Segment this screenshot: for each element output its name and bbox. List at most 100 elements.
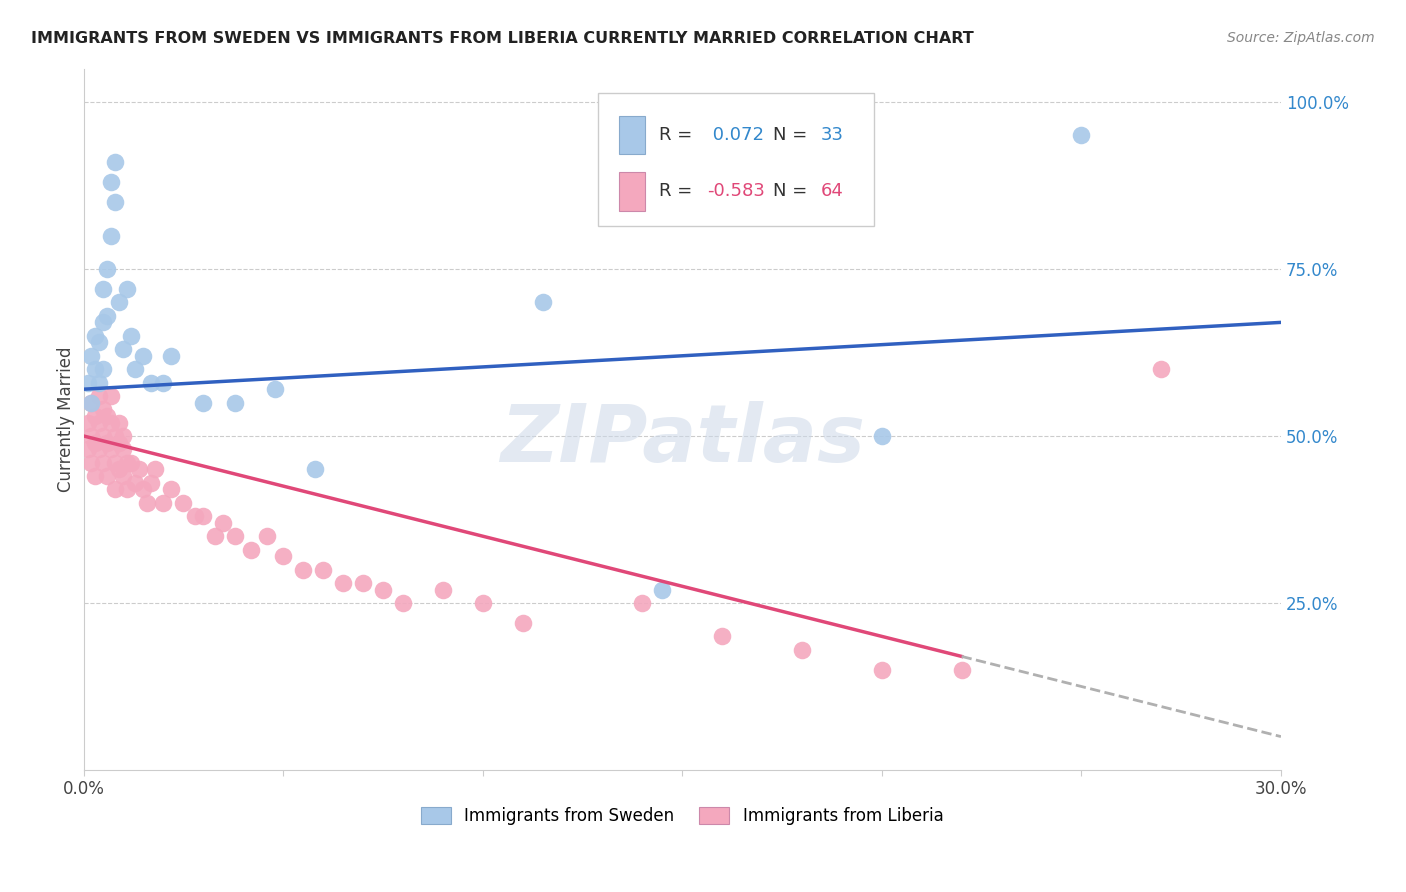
Point <box>89 389 111 403</box>
Text: IMMIGRANTS FROM SWEDEN VS IMMIGRANTS FROM LIBERIA CURRENTLY MARRIED CORRELATION : IMMIGRANTS FROM SWEDEN VS IMMIGRANTS FRO… <box>31 31 974 46</box>
Point <box>271 549 294 564</box>
Point <box>512 615 534 630</box>
Point <box>80 395 103 409</box>
Point <box>108 462 131 476</box>
Point <box>96 309 118 323</box>
Point <box>152 496 174 510</box>
Point <box>112 469 135 483</box>
Point <box>132 483 155 497</box>
Point <box>292 563 315 577</box>
Point <box>120 456 142 470</box>
Point <box>1070 128 1092 143</box>
Text: N =: N = <box>773 182 813 201</box>
Point <box>304 462 326 476</box>
Point <box>152 376 174 390</box>
Point <box>141 475 163 490</box>
Point <box>100 416 122 430</box>
Point <box>80 395 103 409</box>
Text: Source: ZipAtlas.com: Source: ZipAtlas.com <box>1227 31 1375 45</box>
Point <box>256 529 278 543</box>
Point <box>136 496 159 510</box>
Point <box>204 529 226 543</box>
Text: 0.072: 0.072 <box>707 126 765 145</box>
Point <box>96 409 118 423</box>
Point <box>184 509 207 524</box>
Point <box>100 228 122 243</box>
Point <box>93 456 115 470</box>
Point <box>531 295 554 310</box>
Text: R =: R = <box>659 182 699 201</box>
Point <box>950 663 973 677</box>
Point <box>160 349 183 363</box>
Point <box>193 509 215 524</box>
Point <box>112 442 135 457</box>
Point <box>1150 362 1173 376</box>
Point <box>76 376 98 390</box>
Point <box>870 663 893 677</box>
Point <box>89 442 111 457</box>
Point <box>108 416 131 430</box>
Point <box>790 642 813 657</box>
Point <box>108 435 131 450</box>
Point <box>160 483 183 497</box>
Point <box>84 328 107 343</box>
Point <box>104 429 127 443</box>
Point <box>224 395 246 409</box>
Point <box>240 542 263 557</box>
Bar <box>619 116 645 154</box>
Text: -0.583: -0.583 <box>707 182 765 201</box>
Point <box>93 402 115 417</box>
Point <box>80 429 103 443</box>
Point <box>104 456 127 470</box>
Point <box>76 442 98 457</box>
Text: ZIPatlas: ZIPatlas <box>499 401 865 479</box>
Point <box>89 376 111 390</box>
Point <box>100 175 122 189</box>
Text: 64: 64 <box>821 182 844 201</box>
Point <box>104 155 127 169</box>
FancyBboxPatch shape <box>599 93 873 227</box>
Point <box>172 496 194 510</box>
Point <box>264 382 287 396</box>
Point <box>96 262 118 277</box>
Point <box>141 376 163 390</box>
Point <box>117 456 139 470</box>
Point <box>132 349 155 363</box>
Point <box>117 483 139 497</box>
Point <box>96 469 118 483</box>
Point <box>212 516 235 530</box>
Text: N =: N = <box>773 126 813 145</box>
Point <box>711 629 734 643</box>
Point <box>100 442 122 457</box>
Point <box>84 435 107 450</box>
Point <box>631 596 654 610</box>
Text: R =: R = <box>659 126 699 145</box>
Point <box>128 462 150 476</box>
Bar <box>619 172 645 211</box>
Point <box>392 596 415 610</box>
Point <box>84 409 107 423</box>
Point <box>93 362 115 376</box>
Point <box>89 335 111 350</box>
Legend: Immigrants from Sweden, Immigrants from Liberia: Immigrants from Sweden, Immigrants from … <box>420 806 943 825</box>
Point <box>143 462 166 476</box>
Point <box>112 342 135 356</box>
Point <box>112 429 135 443</box>
Point <box>84 469 107 483</box>
Point <box>93 429 115 443</box>
Point <box>193 395 215 409</box>
Point <box>89 416 111 430</box>
Text: 33: 33 <box>821 126 844 145</box>
Point <box>120 328 142 343</box>
Point <box>80 349 103 363</box>
Point <box>224 529 246 543</box>
Point <box>651 582 673 597</box>
Point <box>352 576 374 591</box>
Point <box>371 582 394 597</box>
Point <box>100 389 122 403</box>
Point <box>93 315 115 329</box>
Point <box>124 475 146 490</box>
Y-axis label: Currently Married: Currently Married <box>58 346 75 492</box>
Point <box>76 416 98 430</box>
Point <box>84 362 107 376</box>
